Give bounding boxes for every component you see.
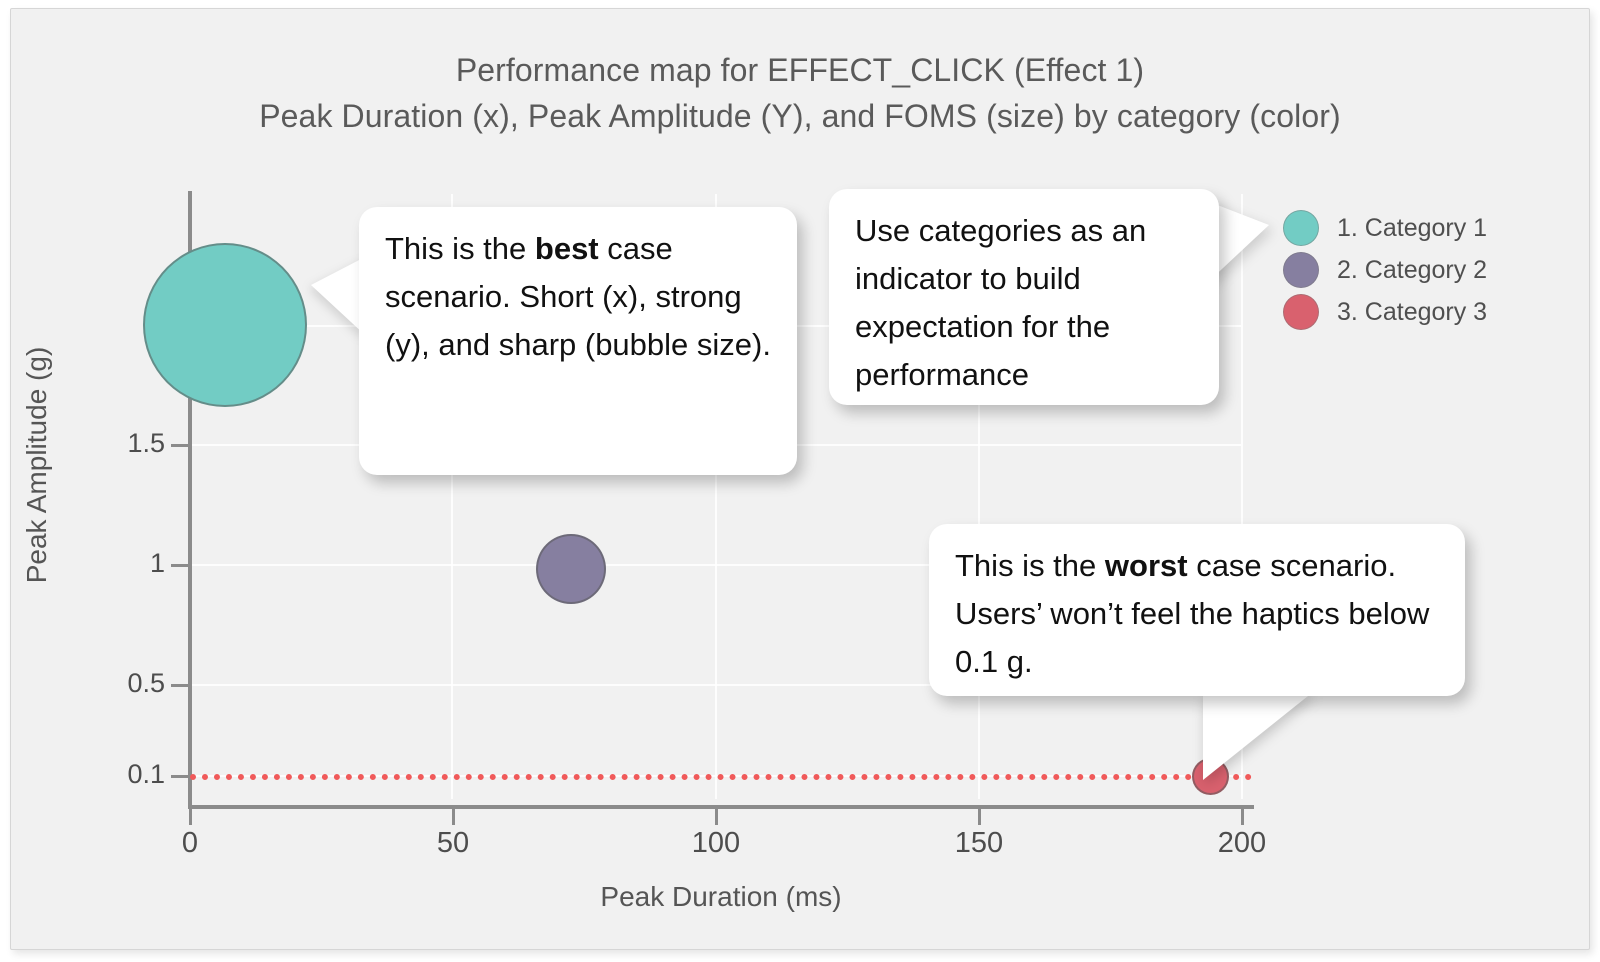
- legend-label: 2. Category 2: [1337, 255, 1488, 284]
- callout-categories-text: Use categories as an indicator to build …: [855, 213, 1147, 392]
- callout-best-text-part1: This is the: [385, 231, 535, 266]
- y-tick-mark-1: [171, 564, 188, 567]
- x-tick-mark-150: [978, 809, 981, 825]
- gridline-y-1: [188, 564, 1241, 566]
- callout-worst-text-part1: This is the: [955, 548, 1105, 583]
- legend-swatch-icon: [1283, 294, 1319, 330]
- x-axis-line: [188, 805, 1254, 809]
- y-tick-mark-0p1: [171, 775, 188, 778]
- y-tick-label-0p5: 0.5: [127, 668, 165, 698]
- gridline-x-50: [451, 194, 453, 799]
- legend-item-category-3[interactable]: 3. Category 3: [1283, 291, 1573, 333]
- gridline-y-0p5: [188, 684, 1241, 686]
- legend-label: 3. Category 3: [1337, 297, 1488, 326]
- x-axis-title: Peak Duration (ms): [600, 881, 842, 912]
- legend-label: 1. Category 1: [1337, 213, 1488, 242]
- gridline-x-100: [715, 194, 717, 799]
- bubble-category-2[interactable]: [536, 534, 606, 604]
- chart-figure: Performance map for EFFECT_CLICK (Effect…: [10, 8, 1590, 950]
- y-tick-mark-0p5: [171, 684, 188, 687]
- x-tick-mark-50: [452, 809, 455, 825]
- legend: 1. Category 1 2. Category 2 3. Category …: [1283, 207, 1573, 333]
- legend-item-category-2[interactable]: 2. Category 2: [1283, 249, 1573, 291]
- callout-worst-text-part2: case scenario. Users’ won’t feel the hap…: [955, 548, 1430, 679]
- x-tick-label-150: 150: [954, 827, 1004, 859]
- y-tick-mark-1p5: [171, 444, 188, 447]
- gridline-x-200: [1241, 194, 1243, 799]
- x-tick-label-50: 50: [436, 827, 470, 859]
- x-tick-mark-0: [189, 809, 192, 825]
- y-tick-label-1p5: 1.5: [127, 428, 165, 458]
- legend-item-category-1[interactable]: 1. Category 1: [1283, 207, 1573, 249]
- callout-tail-best: [311, 257, 365, 335]
- chart-title-line-2: Peak Duration (x), Peak Amplitude (Y), a…: [259, 98, 1341, 134]
- callout-tail-worst: [1203, 692, 1313, 780]
- y-tick-label-1: 1: [149, 548, 165, 578]
- callout-best-case: This is the best case scenario. Short (x…: [359, 207, 797, 475]
- x-tick-label-200: 200: [1217, 827, 1267, 859]
- x-tick-mark-200: [1241, 809, 1244, 825]
- x-tick-label-0: 0: [181, 827, 199, 859]
- y-axis-line: [188, 191, 192, 809]
- callout-best-emphasis: best: [534, 231, 599, 266]
- x-tick-mark-100: [715, 809, 718, 825]
- chart-title: Performance map for EFFECT_CLICK (Effect…: [11, 47, 1589, 139]
- callout-worst-case: This is the worst case scenario. Users’ …: [929, 524, 1465, 696]
- callout-worst-emphasis: worst: [1104, 548, 1188, 583]
- callout-categories: Use categories as an indicator to build …: [829, 189, 1219, 405]
- chart-title-line-1: Performance map for EFFECT_CLICK (Effect…: [455, 52, 1145, 88]
- bubble-category-1[interactable]: [143, 243, 307, 407]
- threshold-line-0p1: [190, 774, 1252, 780]
- x-tick-label-100: 100: [691, 827, 741, 859]
- y-tick-label-0p1: 0.1: [127, 759, 165, 789]
- legend-swatch-icon: [1283, 252, 1319, 288]
- legend-swatch-icon: [1283, 210, 1319, 246]
- gridline-x-150: [978, 194, 980, 799]
- y-axis-title: Peak Amplitude (g): [21, 346, 52, 584]
- callout-best-text-part2: case scenario. Short (x), strong (y), an…: [385, 231, 771, 362]
